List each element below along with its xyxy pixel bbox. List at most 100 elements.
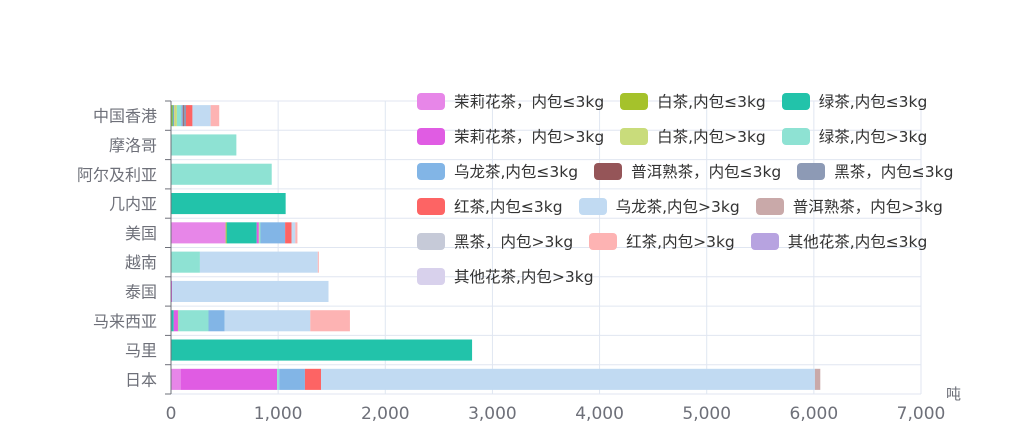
legend-item[interactable]: 黑茶，内包>3kg	[417, 232, 574, 251]
bar-segment	[171, 339, 473, 361]
legend-label: 乌龙茶,内包>3kg	[615, 198, 740, 216]
legend-swatch	[417, 267, 445, 285]
y-category-label: 马来西亚	[93, 312, 157, 331]
y-category-label: 阿尔及利亚	[77, 165, 157, 184]
bar-segment	[192, 105, 211, 127]
bar-segment	[259, 222, 261, 244]
legend-swatch	[417, 232, 445, 250]
bar-segment	[176, 105, 182, 127]
legend-item[interactable]: 白茶,内包≤3kg	[620, 92, 766, 111]
legend-item[interactable]: 普洱熟茶，内包≤3kg	[594, 162, 782, 181]
legend-label: 其他花茶,内包≤3kg	[787, 233, 928, 251]
bar-segment	[183, 105, 186, 127]
bar-segment	[208, 310, 225, 332]
legend-label: 普洱熟茶，内包≤3kg	[631, 163, 782, 181]
bar-segment	[295, 222, 298, 244]
legend-label: 黑茶，内包≤3kg	[834, 163, 954, 181]
y-category-label: 日本	[125, 370, 157, 389]
legend-label: 茉莉花茶，内包>3kg	[454, 128, 605, 146]
y-category-label: 摩洛哥	[109, 136, 157, 155]
legend-swatch	[589, 232, 618, 250]
x-tick-label: 6,000	[790, 404, 839, 424]
bar-segment	[173, 105, 175, 127]
bar-segment	[171, 280, 173, 302]
legend-item[interactable]: 茉莉花茶，内包≤3kg	[417, 92, 605, 111]
bar-segment	[258, 222, 260, 244]
bar-segment	[182, 105, 184, 127]
bar-segment	[285, 222, 292, 244]
legend-label: 茉莉花茶，内包≤3kg	[454, 93, 605, 111]
bar-segment	[210, 105, 220, 127]
legend-label: 白茶,内包>3kg	[657, 128, 766, 146]
legend-label: 白茶,内包≤3kg	[657, 93, 766, 111]
legend-label: 乌龙茶,内包≤3kg	[454, 163, 579, 181]
bar-segment	[181, 105, 183, 127]
legend-item[interactable]: 茉莉花茶，内包>3kg	[417, 127, 605, 146]
x-tick-label: 3,000	[468, 404, 517, 424]
legend-item[interactable]: 绿茶,内包≤3kg	[781, 92, 928, 111]
bar-segment	[172, 105, 174, 127]
bar-segment	[321, 368, 815, 390]
x-tick-label: 4,000	[575, 404, 624, 424]
legend-item[interactable]: 红茶,内包>3kg	[589, 232, 735, 251]
bar-segment	[317, 251, 319, 273]
bar-segment	[177, 310, 179, 332]
legend-item[interactable]: 白茶,内包>3kg	[620, 127, 766, 146]
bar-segment	[171, 134, 237, 156]
legend-swatch	[750, 232, 779, 250]
legend-item[interactable]: 普洱熟茶，内包>3kg	[755, 197, 943, 216]
bar-segment	[171, 222, 226, 244]
bar-segment	[172, 280, 329, 302]
bar-segment	[256, 222, 259, 244]
bar-segment	[171, 368, 181, 390]
legend-swatch	[578, 197, 607, 215]
bar-segment	[174, 105, 177, 127]
x-tick-label: 7,000	[897, 404, 946, 424]
y-category-label: 越南	[125, 253, 157, 272]
bar-segment	[178, 310, 209, 332]
legend-item[interactable]: 绿茶,内包>3kg	[781, 127, 928, 146]
legend-label: 绿茶,内包>3kg	[818, 128, 928, 146]
legend-swatch	[417, 92, 445, 110]
legend-swatch	[620, 92, 649, 110]
y-category-label: 中国香港	[93, 107, 157, 126]
legend-swatch	[781, 92, 810, 110]
legend-swatch	[417, 127, 445, 145]
bar-segment	[171, 251, 200, 273]
bar-segment	[226, 222, 257, 244]
legend-swatch	[594, 162, 623, 180]
x-tick-label: 1,000	[254, 404, 303, 424]
legend-item[interactable]: 其他花茶,内包>3kg	[417, 267, 594, 286]
legend-item[interactable]: 乌龙茶,内包>3kg	[578, 197, 740, 216]
y-category-label: 几内亚	[109, 195, 157, 214]
bar-segment	[171, 105, 173, 127]
legend-label: 普洱熟茶，内包>3kg	[792, 198, 943, 216]
bar-segment	[180, 368, 278, 390]
legend-item[interactable]: 乌龙茶,内包≤3kg	[417, 162, 579, 181]
bar-segment	[225, 222, 227, 244]
legend: 茉莉花茶，内包≤3kg 白茶,内包≤3kg 绿茶,内包≤3kg 茉莉花茶，内包>3kg…	[417, 92, 992, 286]
legend-label: 红茶,内包>3kg	[626, 233, 735, 251]
x-tick-label: 2,000	[361, 404, 410, 424]
x-tick-label: 5,000	[682, 404, 731, 424]
legend-item[interactable]: 红茶,内包≤3kg	[417, 197, 563, 216]
legend-swatch	[620, 127, 649, 145]
legend-label: 其他花茶,内包>3kg	[454, 268, 594, 286]
bar-segment	[260, 222, 286, 244]
bar-segment	[304, 368, 321, 390]
bar-segment	[173, 310, 178, 332]
bar-segment	[199, 251, 318, 273]
legend-label: 绿茶,内包≤3kg	[818, 93, 928, 111]
bar-segment	[291, 222, 296, 244]
legend-swatch	[755, 197, 784, 215]
legend-item[interactable]: 黑茶，内包≤3kg	[797, 162, 954, 181]
bar-segment	[224, 310, 311, 332]
legend-swatch	[417, 197, 445, 215]
bar-segment	[186, 105, 193, 127]
legend-label: 黑茶，内包>3kg	[454, 233, 574, 251]
bar-segment	[277, 368, 280, 390]
legend-item[interactable]: 其他花茶,内包≤3kg	[750, 232, 928, 251]
legend-swatch	[781, 127, 810, 145]
bar-segment	[814, 368, 821, 390]
